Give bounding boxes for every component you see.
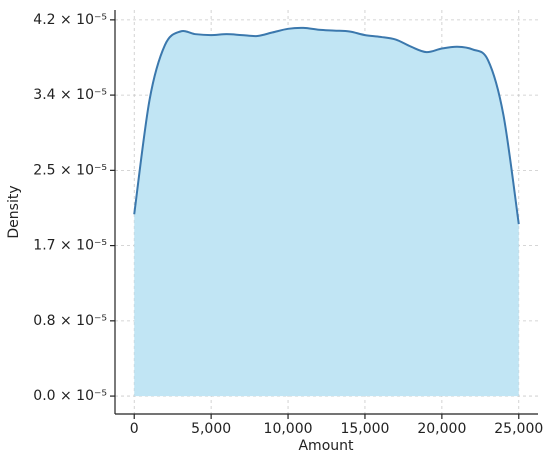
y-tick-label: 1.7 × 10⁻⁵ — [33, 238, 107, 254]
density-line — [133, 26, 520, 225]
x-tick-label: 0 — [130, 421, 139, 437]
x-tick-label: 20,000 — [417, 421, 466, 437]
x-tick-label: 5,000 — [191, 421, 231, 437]
y-tick-label: 4.2 × 10⁻⁵ — [33, 12, 107, 28]
x-tick-label: 25,000 — [494, 421, 543, 437]
x-axis-label: Amount — [298, 438, 354, 454]
y-axis-label: Density — [6, 185, 22, 238]
y-tick-label: 3.4 × 10⁻⁵ — [33, 87, 107, 103]
x-tick-label: 10,000 — [264, 421, 313, 437]
y-tick-label: 0.0 × 10⁻⁵ — [33, 388, 107, 404]
area-fill — [134, 27, 519, 397]
y-tick-label: 2.5 × 10⁻⁵ — [33, 162, 107, 178]
x-tick-label: 15,000 — [340, 421, 389, 437]
y-tick-label: 0.8 × 10⁻⁵ — [33, 313, 107, 329]
